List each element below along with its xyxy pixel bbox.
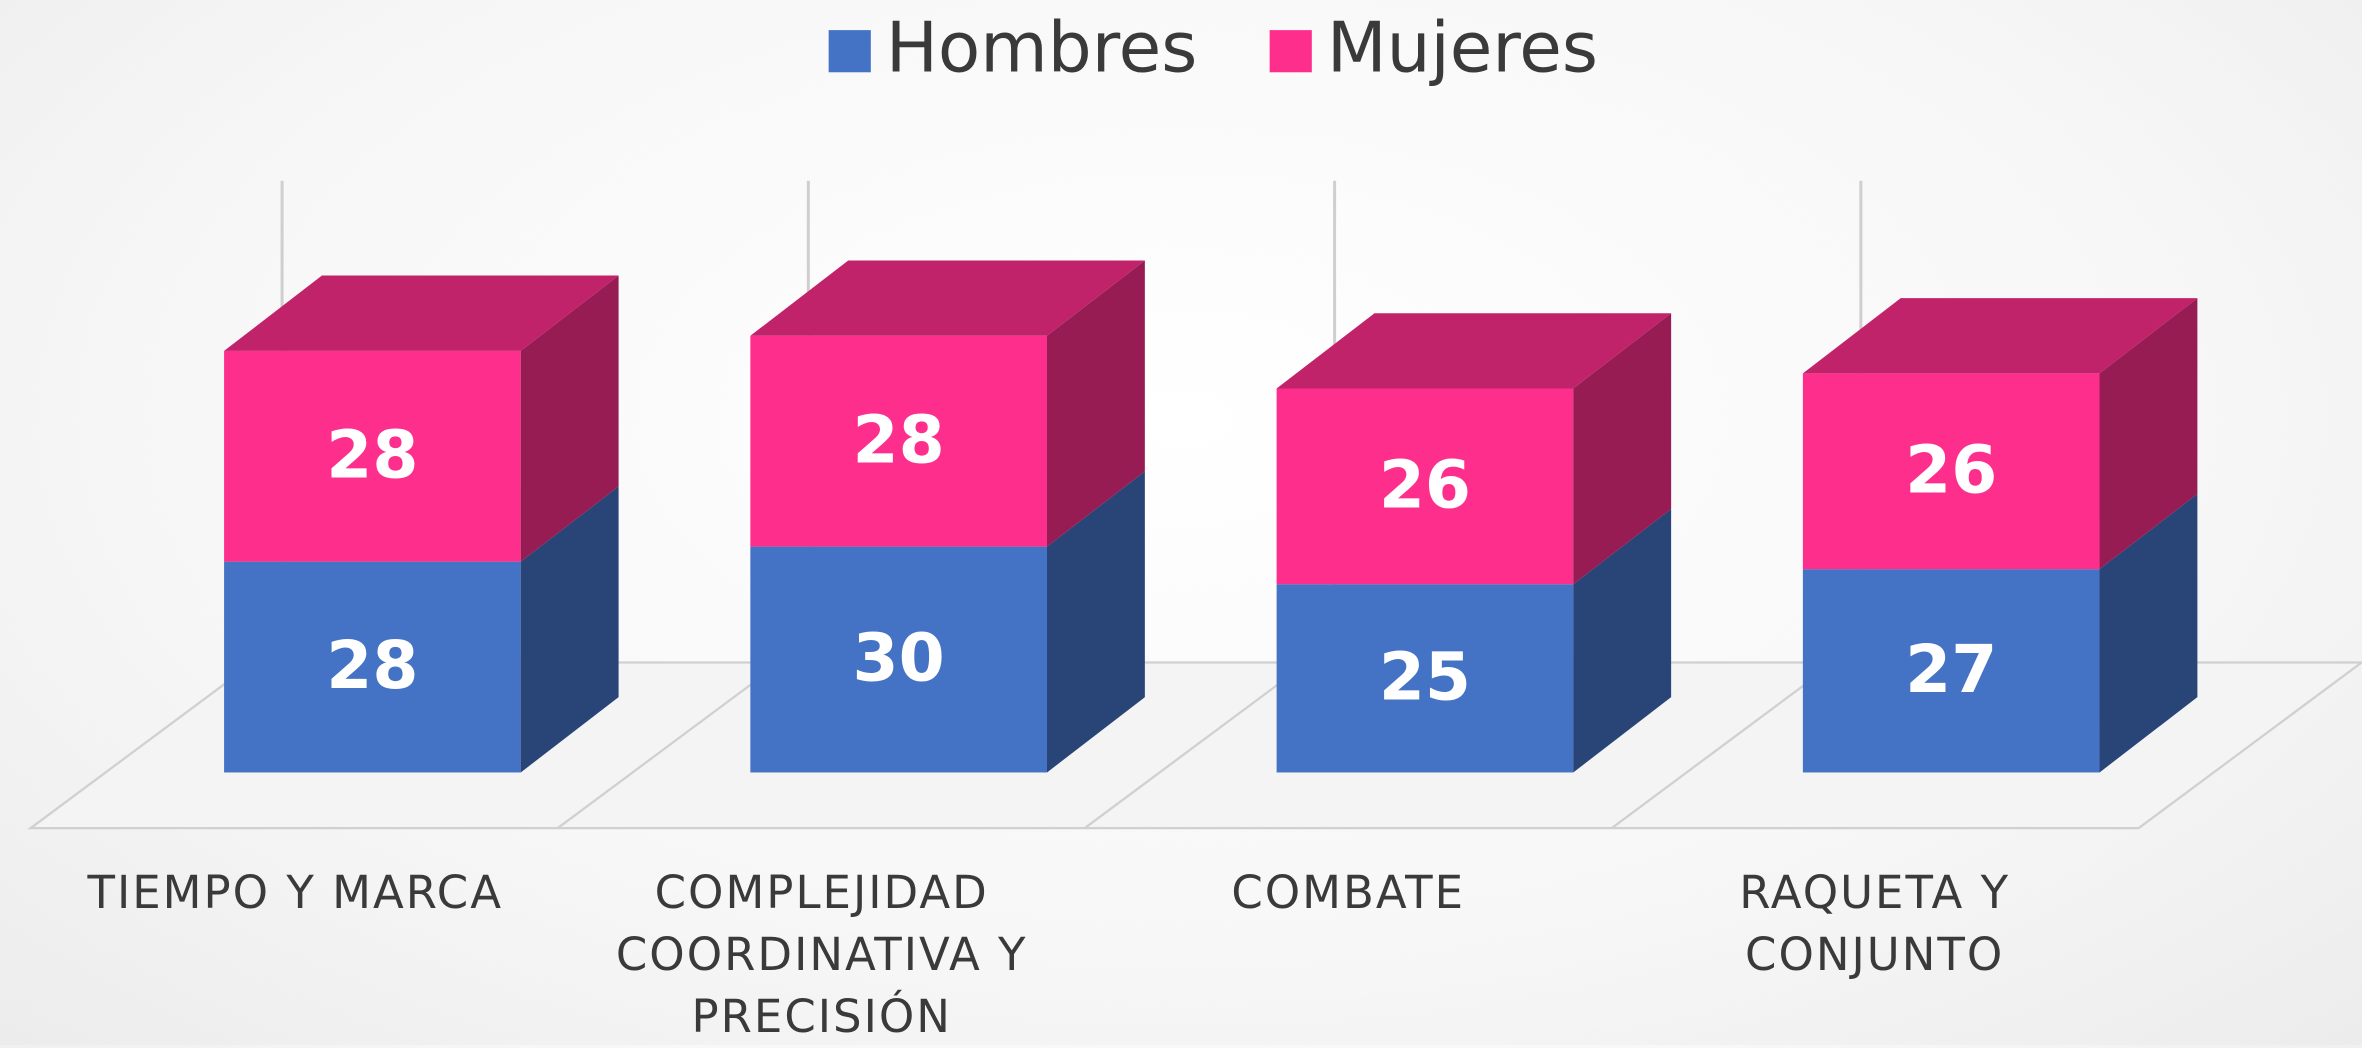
data-label: 25 (1379, 638, 1471, 715)
bar-front (750, 335, 1047, 547)
data-label: 28 (326, 627, 418, 704)
floor-divider (1610, 661, 1836, 830)
bar-side (1573, 313, 1672, 585)
data-label: 28 (326, 416, 418, 493)
bar-front (1802, 373, 2100, 570)
data-label: 28 (853, 401, 945, 478)
data-label: 27 (1905, 631, 1997, 708)
floor-divider (556, 661, 782, 830)
bar-front (224, 350, 521, 562)
bar-side (1046, 260, 1145, 547)
bar-top (1802, 298, 2198, 374)
bar-front (224, 561, 521, 773)
x-tick-label: COMBATE (1231, 865, 1466, 919)
bar-side (1046, 471, 1145, 773)
bar-side (2099, 298, 2198, 570)
data-label: 26 (1379, 446, 1471, 523)
legend-label: Hombres (886, 9, 1198, 89)
bar-side (520, 486, 619, 773)
data-label: 26 (1905, 431, 1997, 508)
x-tick-label: TIEMPO Y MARCA (87, 865, 503, 919)
x-tick-label: COMPLEJIDAD COORDINATIVA Y PRECISIÓN (615, 865, 1028, 1043)
bar-top (1276, 313, 1672, 389)
data-label: 30 (853, 620, 945, 697)
bar-front (1276, 584, 1574, 773)
bar-top (750, 260, 1145, 336)
legend-label: Mujeres (1327, 9, 1598, 89)
x-tick-label: RAQUETA Y CONJUNTO (1739, 865, 2011, 981)
legend-swatch (828, 30, 871, 73)
bar-front (750, 546, 1047, 773)
bar-top (224, 275, 619, 351)
bar-side (1573, 508, 1672, 773)
bar-side (520, 275, 619, 562)
bar-front (1276, 388, 1574, 585)
bar-front (1802, 569, 2100, 773)
legend-swatch (1269, 30, 1312, 73)
bar-side (2099, 493, 2198, 773)
floor-divider (1083, 661, 1309, 830)
